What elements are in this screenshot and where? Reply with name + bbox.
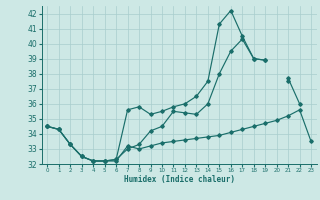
X-axis label: Humidex (Indice chaleur): Humidex (Indice chaleur) (124, 175, 235, 184)
